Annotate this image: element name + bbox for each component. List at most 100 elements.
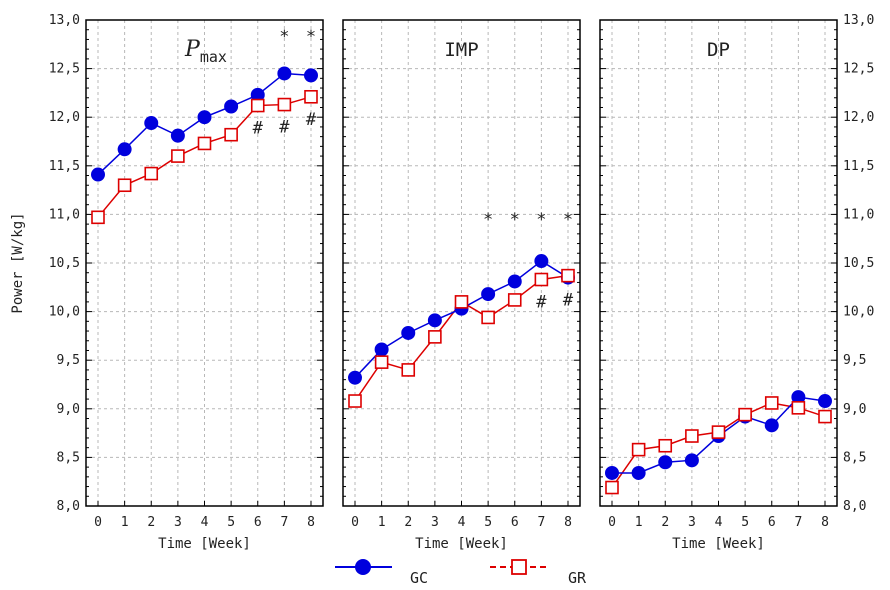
y-tick-label-left: 8,5 xyxy=(57,450,80,465)
x-tick-label: 4 xyxy=(715,515,723,530)
data-point-gc xyxy=(91,167,105,182)
data-point-gr xyxy=(224,127,238,142)
chart-legend: GC GR xyxy=(335,559,587,587)
data-point-gr xyxy=(685,429,699,443)
data-point-gr xyxy=(711,425,726,439)
x-tick-label: 8 xyxy=(821,515,829,530)
y-tick-label-right: 11,5 xyxy=(843,159,874,174)
x-tick-label: 7 xyxy=(280,515,288,530)
x-tick-label: 5 xyxy=(484,515,492,530)
y-tick-label-right: 11,0 xyxy=(843,207,874,222)
significance-star: * xyxy=(510,210,520,230)
significance-hash: # xyxy=(563,291,574,311)
x-tick-label: 3 xyxy=(431,515,439,530)
significance-star: * xyxy=(563,210,573,230)
data-point-gc xyxy=(631,465,646,480)
legend-label-gc: GC xyxy=(410,569,428,587)
y-tick-label-left: 9,0 xyxy=(57,402,80,417)
data-point-gc xyxy=(481,287,496,302)
data-point-gr xyxy=(197,136,212,151)
data-point-gr xyxy=(401,363,416,377)
data-point-gr xyxy=(91,210,105,225)
y-tick-label-right: 8,5 xyxy=(843,450,866,465)
x-axis-label: Time [Week] xyxy=(672,536,765,552)
y-tick-label-right: 13,0 xyxy=(843,13,874,28)
data-point-gr xyxy=(631,442,646,457)
x-axis-label: Time [Week] xyxy=(158,536,251,552)
data-point-gc xyxy=(534,254,549,269)
data-point-gr xyxy=(818,409,832,424)
data-point-gr xyxy=(277,97,292,112)
data-point-gc xyxy=(374,342,389,357)
data-point-gr xyxy=(171,149,185,163)
data-point-gc xyxy=(117,142,132,157)
y-tick-label-left: 10,5 xyxy=(49,256,80,271)
y-tick-label-left: 13,0 xyxy=(49,13,80,28)
significance-star: * xyxy=(483,210,493,230)
y-tick-label-right: 10,0 xyxy=(843,305,874,320)
y-tick-label-left: 9,5 xyxy=(57,353,80,368)
x-tick-label: 7 xyxy=(537,515,545,530)
data-point-gr xyxy=(561,268,575,283)
data-point-gr xyxy=(374,355,389,369)
x-tick-label: 2 xyxy=(147,515,155,530)
data-point-gr xyxy=(117,178,132,193)
significance-star: * xyxy=(306,27,316,47)
x-tick-label: 8 xyxy=(307,515,315,530)
data-point-gc xyxy=(197,110,212,125)
legend-label-gr: GR xyxy=(568,569,587,587)
x-tick-label: 5 xyxy=(227,515,235,530)
y-tick-label-right: 12,5 xyxy=(843,62,874,77)
data-point-gr xyxy=(534,272,549,287)
significance-hash: # xyxy=(536,293,547,313)
y-tick-label-right: 10,5 xyxy=(843,256,874,271)
data-point-gr xyxy=(738,407,752,422)
y-tick-label-right: 8,0 xyxy=(843,499,866,514)
x-tick-label: 6 xyxy=(511,515,519,530)
y-tick-label-left: 12,0 xyxy=(49,110,80,125)
data-point-gr xyxy=(144,166,159,181)
data-point-gc xyxy=(304,68,318,83)
significance-star: * xyxy=(536,210,546,230)
data-point-gc xyxy=(507,274,522,289)
x-tick-label: 1 xyxy=(121,515,129,530)
data-point-gr xyxy=(250,98,265,113)
panel-2: 0 1 2 3 4 5 6 7 8 Time [Week] IMP * * * * # # xyxy=(342,19,581,552)
x-tick-label: 8 xyxy=(564,515,572,530)
data-point-gr xyxy=(764,396,779,410)
data-point-gc xyxy=(224,99,239,114)
panel-title: IMP xyxy=(444,39,478,61)
data-point-gr xyxy=(428,330,442,344)
data-point-gr xyxy=(481,310,495,325)
y-tick-label-left: 11,0 xyxy=(49,207,80,222)
data-point-gc xyxy=(684,453,699,468)
y-tick-label-left: 8,0 xyxy=(57,499,80,514)
x-tick-label: 0 xyxy=(351,515,359,530)
significance-hash: # xyxy=(306,110,317,130)
y-axis-label: Power [W/kg] xyxy=(10,212,26,313)
x-tick-label: 3 xyxy=(688,515,696,530)
data-point-gc xyxy=(427,313,442,328)
chart-panels: 0 1 2 3 4 5 6 7 8 Time [Week] Pmax * * # # #0 1 2 3 4 5 6 7 8 Ti… xyxy=(10,13,874,552)
data-point-gc xyxy=(658,455,673,470)
data-point-gr xyxy=(454,295,469,309)
panel-title: DP xyxy=(707,39,730,61)
x-tick-label: 5 xyxy=(741,515,749,530)
data-point-gr xyxy=(658,438,673,453)
y-tick-label-right: 9,0 xyxy=(843,402,866,417)
x-tick-label: 4 xyxy=(458,515,466,530)
data-point-gr xyxy=(605,480,619,495)
legend-marker-gr xyxy=(511,559,527,575)
panel-title: Pmax xyxy=(184,37,227,66)
panel-3: 0 1 2 3 4 5 6 7 8 Time [Week] DP xyxy=(599,19,838,552)
data-point-gc xyxy=(401,325,416,340)
data-point-gc xyxy=(818,394,832,409)
significance-hash: # xyxy=(279,118,290,138)
data-point-gr xyxy=(304,89,318,104)
y-tick-label-left: 10,0 xyxy=(49,305,80,320)
panel-1: 0 1 2 3 4 5 6 7 8 Time [Week] Pmax * * # # # xyxy=(85,19,324,552)
significance-hash: # xyxy=(253,119,264,139)
data-point-gc xyxy=(170,128,185,143)
data-point-gc xyxy=(277,66,292,81)
